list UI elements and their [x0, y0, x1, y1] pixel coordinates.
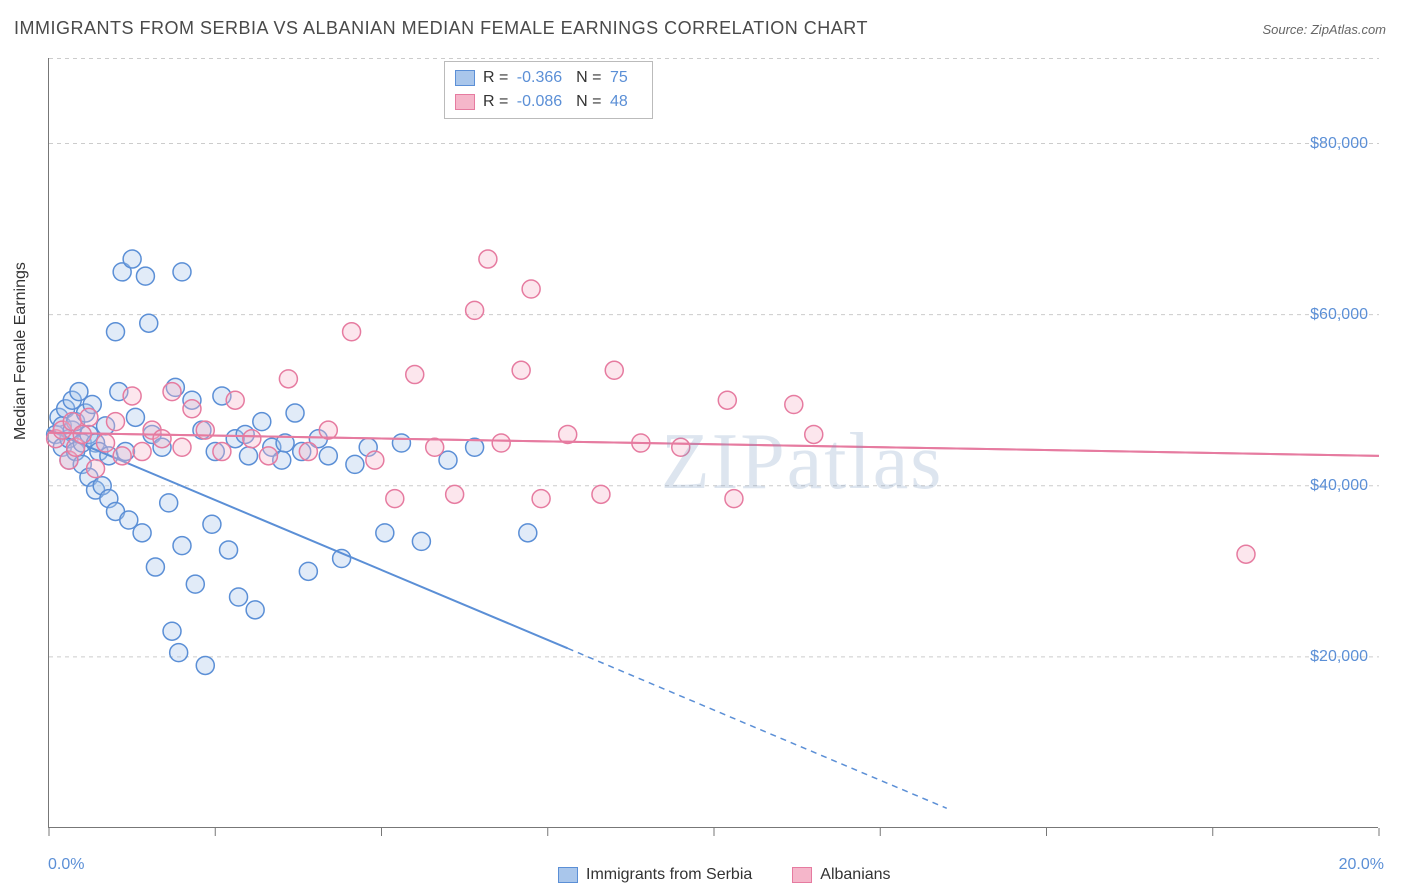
- legend-swatch: [455, 70, 475, 86]
- legend-row: R = -0.086N = 48: [455, 90, 642, 114]
- y-axis-label: Median Female Earnings: [12, 262, 30, 440]
- source-attribution: Source: ZipAtlas.com: [1262, 22, 1386, 37]
- plot-area: R = -0.366N = 75R = -0.086N = 48 ZIPatla…: [48, 58, 1378, 828]
- correlation-legend: R = -0.366N = 75R = -0.086N = 48: [444, 61, 653, 119]
- series-legend: Immigrants from Serbia Albanians: [558, 866, 891, 884]
- legend-stats: R = -0.366N = 75: [483, 66, 642, 90]
- y-tick-label: $60,000: [1310, 306, 1368, 324]
- legend-swatch: [558, 867, 578, 883]
- series-name: Albanians: [820, 866, 890, 884]
- x-min-label: 0.0%: [48, 856, 84, 874]
- y-tick-label: $40,000: [1310, 477, 1368, 495]
- series-name: Immigrants from Serbia: [586, 866, 752, 884]
- legend-swatch: [792, 867, 812, 883]
- x-max-label: 20.0%: [1339, 856, 1384, 874]
- legend-swatch: [455, 94, 475, 110]
- chart-svg: [49, 58, 1378, 827]
- series-legend-item: Immigrants from Serbia: [558, 866, 752, 884]
- chart-title: IMMIGRANTS FROM SERBIA VS ALBANIAN MEDIA…: [14, 18, 868, 39]
- legend-stats: R = -0.086N = 48: [483, 90, 642, 114]
- series-legend-item: Albanians: [792, 866, 890, 884]
- y-tick-label: $20,000: [1310, 648, 1368, 666]
- legend-row: R = -0.366N = 75: [455, 66, 642, 90]
- y-tick-label: $80,000: [1310, 135, 1368, 153]
